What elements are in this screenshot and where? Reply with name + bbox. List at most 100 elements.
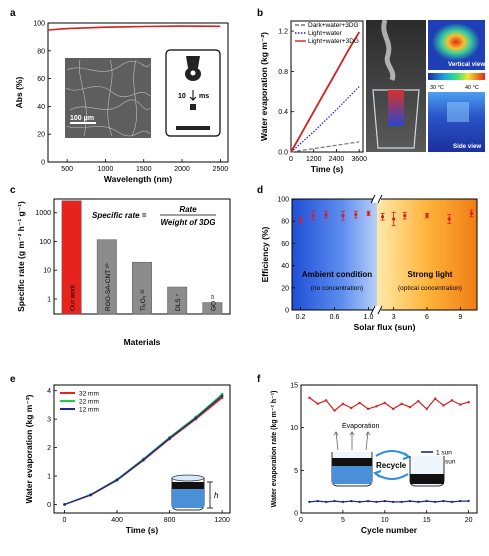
d-point-7 bbox=[392, 217, 396, 221]
formula-denominator: Weight of 3DG bbox=[161, 218, 216, 227]
scale-max: 40 °C bbox=[465, 85, 479, 91]
d-point-2 bbox=[324, 212, 328, 217]
substrate-icon bbox=[176, 126, 210, 130]
d-ytick-label: 40 bbox=[281, 263, 289, 270]
a-axes-frame bbox=[47, 22, 229, 163]
sem-fiber-texture bbox=[65, 59, 151, 137]
f-xtick-label: 20 bbox=[465, 517, 473, 524]
f-series-point-1 bbox=[400, 402, 403, 405]
vertical-view-label: Vertical view bbox=[448, 61, 485, 68]
e-legend-label-1: 22 mm bbox=[79, 399, 99, 406]
e-xlabel: Time (s) bbox=[126, 525, 159, 535]
f-xtick-label: 5 bbox=[341, 517, 345, 524]
device-photo bbox=[366, 20, 426, 152]
panel-f-label: f bbox=[257, 374, 261, 385]
a-ytick-label: 20 bbox=[37, 132, 45, 139]
e-ylabel: Water evaporation (kg m⁻²) bbox=[24, 394, 34, 503]
f-legend-label-0: 1 sun bbox=[436, 450, 452, 457]
f-series-point-0 bbox=[459, 499, 462, 503]
d-axes-frame bbox=[291, 198, 478, 311]
panel-f-plot: 0 5 10 15 20 0 5 10 15 Cycle number Water evaporat… bbox=[271, 383, 478, 535]
b-series-line-2 bbox=[290, 31, 360, 153]
f-series-point-1 bbox=[467, 400, 470, 404]
c-ytick-label: 1000 bbox=[35, 210, 51, 217]
b-xtick-label: 0 bbox=[289, 156, 293, 163]
b-xtick-label: 3600 bbox=[351, 156, 367, 163]
d-xtick-label: 6 bbox=[425, 314, 429, 321]
beaker-after-icon bbox=[409, 456, 445, 487]
f-series-point-0 bbox=[425, 499, 428, 503]
d-axis-break-gap-1 bbox=[373, 306, 381, 314]
c-bar-0 bbox=[61, 200, 82, 315]
f-series-point-1 bbox=[375, 405, 378, 408]
f-series-point-0 bbox=[341, 500, 345, 504]
c-bar-label-3: DLS ⁷ bbox=[175, 294, 182, 311]
f-series-point-0 bbox=[450, 500, 454, 504]
e-series-point-2 bbox=[220, 394, 224, 398]
region-ambient bbox=[292, 199, 377, 310]
d-ylabel: Efficiency (%) bbox=[260, 226, 270, 282]
d-ytick-label: 20 bbox=[281, 285, 289, 292]
b-series-line-0 bbox=[290, 141, 360, 153]
b-xtick-label: 1200 bbox=[306, 156, 322, 163]
panel-a-label: a bbox=[10, 8, 16, 19]
f-series-point-0 bbox=[316, 499, 319, 503]
scale-min: 30 °C bbox=[430, 85, 444, 91]
f-series-point-0 bbox=[391, 500, 395, 504]
f-ytick-label: 5 bbox=[294, 468, 298, 475]
height-symbol: h bbox=[214, 491, 219, 500]
b-ytick-label: 0.0 bbox=[278, 150, 288, 157]
f-series-point-0 bbox=[417, 500, 420, 504]
e-legend-label-0: 32 mm bbox=[79, 391, 99, 398]
e-ytick-label: 3 bbox=[47, 417, 51, 424]
panel-d-plot: 0.2 0.6 1.0 3 6 9 0 20 40 60 80 100 Solar flux (sun)… bbox=[260, 194, 478, 332]
e-series-point-2 bbox=[194, 416, 198, 420]
f-ylabel: Water evaporation rate (kg m⁻² h⁻¹) bbox=[271, 391, 278, 508]
b-ytick-label: 0.8 bbox=[278, 69, 288, 76]
a-ytick-label: 60 bbox=[37, 76, 45, 83]
panel-e-plot: 0 400 800 1200 0 1 2 3 4 Time (s) Water evaporatio… bbox=[24, 384, 231, 535]
e-xtick-label: 1200 bbox=[214, 517, 230, 524]
f-xtick-label: 10 bbox=[381, 517, 389, 524]
panel-d: d 0.2 0.6 1.0 3 6 9 0 20 40 60 80 100 Solar flux (su… bbox=[257, 185, 478, 332]
e-series-point-2 bbox=[115, 478, 119, 482]
f-series-point-1 bbox=[459, 403, 462, 406]
f-series-point-0 bbox=[467, 499, 470, 503]
e-xtick-label: 400 bbox=[111, 517, 123, 524]
b-axes-frame bbox=[290, 20, 364, 153]
a-ylabel: Abs (%) bbox=[14, 77, 24, 109]
strong-title: Strong light bbox=[408, 270, 453, 279]
recycle-label: Recycle bbox=[376, 461, 407, 470]
f-series-point-1 bbox=[308, 396, 311, 399]
a-xlabel: Wavelength (nm) bbox=[104, 174, 172, 184]
f-series-point-1 bbox=[383, 401, 387, 405]
f-ytick-label: 10 bbox=[290, 425, 298, 432]
panel-f: f 0 5 10 15 20 0 5 10 15 Cycle number Water evapor… bbox=[257, 374, 478, 535]
c-bar-3 bbox=[167, 286, 188, 315]
d-point-1 bbox=[311, 214, 315, 218]
panel-b: b 0 1200 2400 3600 0.0 0.4 0.8 1.2 Time (s) Water… bbox=[257, 8, 485, 174]
f-series-point-0 bbox=[383, 499, 387, 503]
f-series-point-1 bbox=[333, 409, 336, 412]
b-legend-label-1: Light+water bbox=[308, 30, 343, 37]
f-series-point-1 bbox=[425, 407, 428, 411]
f-series-point-0 bbox=[442, 499, 445, 503]
a-ytick-label: 40 bbox=[37, 104, 45, 111]
a-xtick-label: 2500 bbox=[213, 166, 229, 173]
side-view-label: Side view bbox=[453, 143, 481, 150]
panel-e-label: e bbox=[10, 374, 16, 385]
recycle-arrow-top-icon bbox=[375, 450, 409, 457]
d-point-0 bbox=[298, 218, 303, 222]
c-bar-1 bbox=[96, 239, 117, 315]
panel-e: e 0 400 800 1200 0 1 2 3 4 Time (s) Water evaporat… bbox=[10, 374, 231, 535]
e-series-point-2 bbox=[63, 503, 66, 506]
e-ytick-label: 0 bbox=[47, 502, 51, 509]
needle-icon bbox=[186, 56, 200, 68]
e-series-point-2 bbox=[142, 458, 145, 462]
panel-d-label: d bbox=[257, 185, 263, 196]
d-ytick-label: 100 bbox=[277, 197, 289, 204]
d-point-3 bbox=[341, 214, 345, 218]
ambient-title: Ambient condition bbox=[302, 270, 372, 279]
f-series-point-0 bbox=[408, 499, 412, 503]
f-series-point-0 bbox=[358, 500, 361, 504]
